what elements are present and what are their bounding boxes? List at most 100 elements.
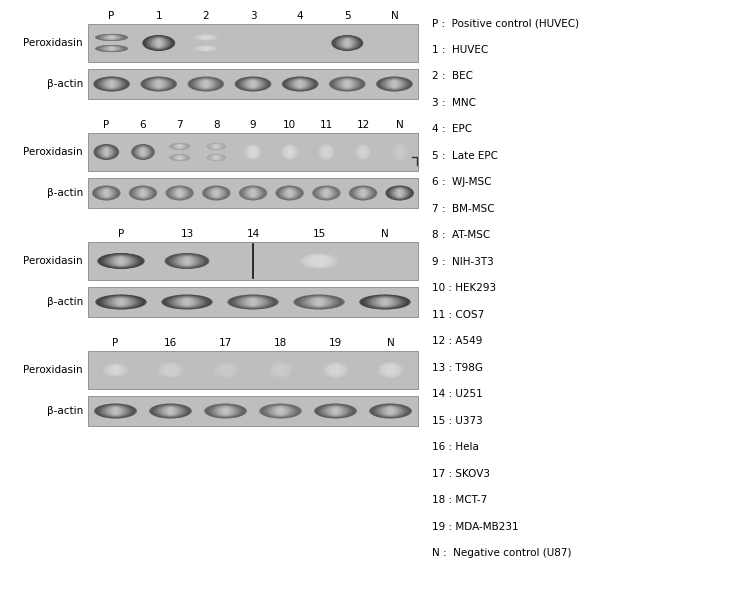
Ellipse shape (139, 189, 147, 197)
Ellipse shape (245, 79, 261, 89)
Ellipse shape (172, 154, 188, 161)
Ellipse shape (177, 297, 197, 307)
Ellipse shape (322, 362, 348, 378)
Ellipse shape (250, 147, 256, 157)
Ellipse shape (231, 295, 275, 309)
Ellipse shape (204, 403, 247, 418)
Ellipse shape (349, 186, 377, 200)
Ellipse shape (239, 77, 267, 91)
Ellipse shape (223, 408, 228, 414)
Ellipse shape (202, 46, 210, 51)
Ellipse shape (207, 143, 226, 150)
Ellipse shape (183, 257, 192, 265)
Ellipse shape (296, 80, 304, 88)
Ellipse shape (213, 189, 219, 197)
Ellipse shape (315, 187, 338, 200)
Ellipse shape (374, 297, 395, 307)
Ellipse shape (160, 406, 181, 416)
Ellipse shape (199, 79, 213, 89)
Ellipse shape (178, 156, 182, 160)
Ellipse shape (178, 190, 181, 197)
Ellipse shape (305, 254, 333, 268)
Ellipse shape (386, 79, 403, 89)
Ellipse shape (295, 80, 306, 88)
Ellipse shape (311, 256, 327, 266)
Text: 18: 18 (274, 338, 287, 348)
Ellipse shape (179, 297, 195, 306)
Ellipse shape (201, 80, 210, 88)
Ellipse shape (105, 79, 118, 89)
Ellipse shape (340, 79, 354, 89)
Ellipse shape (107, 35, 116, 39)
Ellipse shape (206, 154, 227, 161)
Text: 4 :  EPC: 4 : EPC (432, 124, 472, 134)
Text: 16: 16 (164, 338, 177, 348)
Ellipse shape (210, 405, 240, 417)
Ellipse shape (190, 77, 222, 91)
Ellipse shape (317, 404, 354, 418)
Ellipse shape (247, 145, 260, 159)
Ellipse shape (326, 406, 345, 416)
Ellipse shape (111, 365, 120, 374)
Ellipse shape (107, 255, 135, 267)
Ellipse shape (274, 406, 287, 415)
Ellipse shape (103, 35, 120, 40)
Ellipse shape (172, 144, 187, 150)
Ellipse shape (101, 363, 130, 377)
Ellipse shape (181, 257, 192, 265)
Ellipse shape (207, 154, 225, 161)
Ellipse shape (99, 405, 131, 417)
Ellipse shape (201, 35, 210, 39)
Ellipse shape (99, 35, 124, 41)
Ellipse shape (281, 187, 298, 198)
Ellipse shape (373, 405, 407, 418)
Ellipse shape (319, 188, 333, 198)
Text: 10 : HEK293: 10 : HEK293 (432, 283, 496, 293)
Ellipse shape (101, 188, 112, 198)
Ellipse shape (103, 405, 128, 417)
Ellipse shape (351, 187, 374, 200)
Ellipse shape (157, 39, 160, 46)
Ellipse shape (246, 145, 260, 159)
Text: β-actin: β-actin (47, 297, 83, 307)
Ellipse shape (145, 77, 172, 91)
Ellipse shape (195, 45, 217, 52)
Ellipse shape (138, 147, 148, 157)
Ellipse shape (169, 187, 190, 200)
Ellipse shape (182, 298, 192, 306)
Ellipse shape (233, 296, 272, 308)
Ellipse shape (298, 80, 302, 88)
Ellipse shape (175, 155, 184, 160)
Ellipse shape (167, 186, 192, 200)
Ellipse shape (213, 156, 220, 160)
Ellipse shape (310, 256, 328, 266)
Ellipse shape (104, 79, 119, 89)
Ellipse shape (282, 145, 297, 159)
Ellipse shape (331, 35, 363, 51)
Ellipse shape (235, 296, 271, 308)
Ellipse shape (278, 407, 283, 415)
Ellipse shape (392, 80, 396, 88)
Ellipse shape (385, 79, 404, 89)
Ellipse shape (291, 79, 310, 89)
Ellipse shape (151, 38, 166, 48)
Ellipse shape (134, 145, 152, 159)
Ellipse shape (101, 147, 112, 157)
Ellipse shape (207, 187, 225, 199)
Ellipse shape (325, 406, 346, 416)
Ellipse shape (207, 154, 225, 161)
Ellipse shape (207, 143, 225, 150)
Ellipse shape (101, 35, 122, 41)
Ellipse shape (202, 35, 210, 39)
Ellipse shape (177, 144, 183, 148)
Ellipse shape (248, 146, 259, 158)
Ellipse shape (236, 77, 271, 91)
Ellipse shape (300, 296, 338, 308)
Ellipse shape (176, 156, 184, 160)
Ellipse shape (100, 188, 113, 198)
Ellipse shape (93, 144, 119, 160)
Text: 13 : T98G: 13 : T98G (432, 363, 483, 372)
Ellipse shape (205, 187, 228, 200)
Ellipse shape (382, 364, 399, 376)
Ellipse shape (204, 186, 229, 200)
